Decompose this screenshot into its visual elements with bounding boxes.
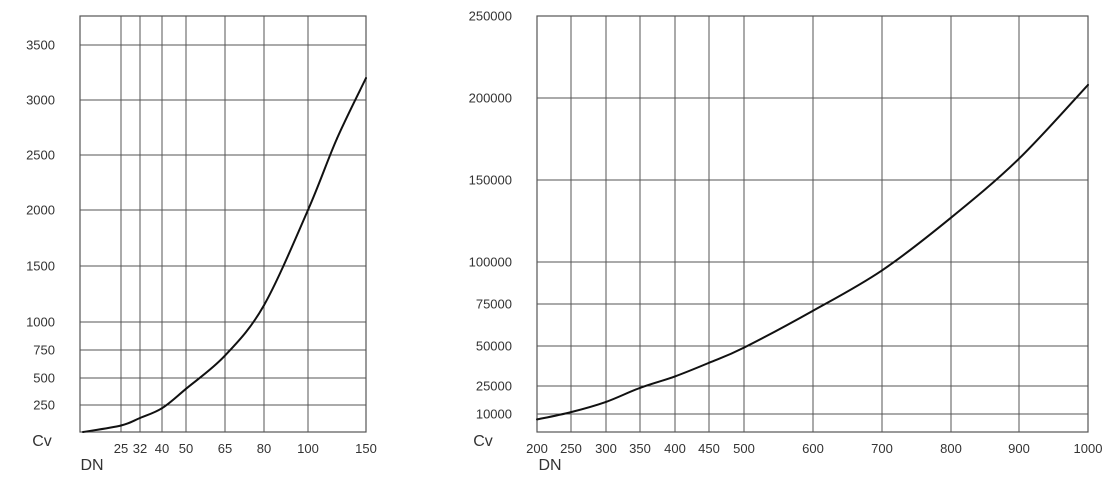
x-tick-label: 80: [257, 441, 271, 456]
x-tick-label: 1000: [1074, 441, 1103, 456]
y-axis-label: Cv: [32, 433, 52, 450]
y-tick-label: 2500: [26, 148, 55, 163]
y-tick-label: 3500: [26, 38, 55, 53]
y-tick-label: 3000: [26, 93, 55, 108]
plot-frame: [79, 15, 367, 433]
data-point: [605, 400, 607, 403]
x-tick-label: 300: [595, 441, 617, 456]
x-tick-label: 500: [733, 441, 755, 456]
y-tick-label: 200000: [469, 91, 512, 106]
x-tick-label: 400: [664, 441, 686, 456]
data-point: [1018, 157, 1020, 160]
data-point: [365, 77, 367, 79]
series-line: [82, 77, 367, 433]
y-tick-label: 100000: [469, 255, 512, 270]
x-axis-label: DN: [80, 457, 103, 474]
data-point: [708, 361, 710, 364]
data-point: [161, 407, 163, 410]
y-tick-label: 500: [33, 371, 55, 386]
x-tick-label: 50: [179, 441, 193, 456]
x-axis-label: DN: [538, 457, 561, 474]
data-point: [812, 309, 814, 312]
x-tick-label: 900: [1008, 441, 1030, 456]
data-point: [185, 387, 187, 390]
y-tick-label: 50000: [476, 339, 512, 354]
x-tick-label: 150: [355, 441, 377, 456]
y-tick-label: 1000: [26, 315, 55, 330]
data-point: [881, 269, 883, 272]
data-point: [674, 375, 676, 378]
x-tick-label: 450: [698, 441, 720, 456]
data-point: [639, 386, 641, 389]
x-tick-label: 200: [526, 441, 548, 456]
chart-small-dn: 25 32 40 50 65 80 100 150 250 500 750 1000 1500 2000 2…: [26, 15, 377, 474]
x-tick-label: 25: [114, 441, 128, 456]
y-tick-label: 75000: [476, 297, 512, 312]
x-tick-label: 32: [133, 441, 147, 456]
chart-large-dn: 200 250 300 350 400 450 500 600 700 800 900 1000 100…: [469, 9, 1103, 475]
data-point: [570, 411, 572, 414]
y-tick-label: 1500: [26, 259, 55, 274]
data-point: [1087, 83, 1089, 86]
data-point: [139, 416, 141, 419]
data-point: [743, 346, 745, 349]
data-point: [536, 418, 538, 421]
y-tick-label: 2000: [26, 203, 55, 218]
y-tick-label: 250000: [469, 9, 512, 24]
x-tick-label: 350: [629, 441, 651, 456]
data-point: [950, 216, 952, 219]
x-tick-label: 600: [802, 441, 824, 456]
x-tick-label: 40: [155, 441, 169, 456]
data-point: [307, 209, 309, 211]
data-point: [82, 431, 84, 433]
x-tick-label: 65: [218, 441, 232, 456]
y-tick-label: 10000: [476, 407, 512, 422]
y-axis-label: Cv: [473, 433, 493, 450]
x-tick-label: 800: [940, 441, 962, 456]
y-tick-label: 25000: [476, 379, 512, 394]
data-point: [336, 137, 338, 140]
x-tick-label: 100: [297, 441, 319, 456]
x-tick-label: 700: [871, 441, 893, 456]
y-tick-label: 150000: [469, 173, 512, 188]
y-tick-label: 250: [33, 398, 55, 413]
data-point: [263, 304, 265, 307]
x-tick-label: 250: [560, 441, 582, 456]
data-point: [120, 424, 122, 427]
y-tick-label: 750: [33, 343, 55, 358]
data-point: [224, 354, 226, 357]
